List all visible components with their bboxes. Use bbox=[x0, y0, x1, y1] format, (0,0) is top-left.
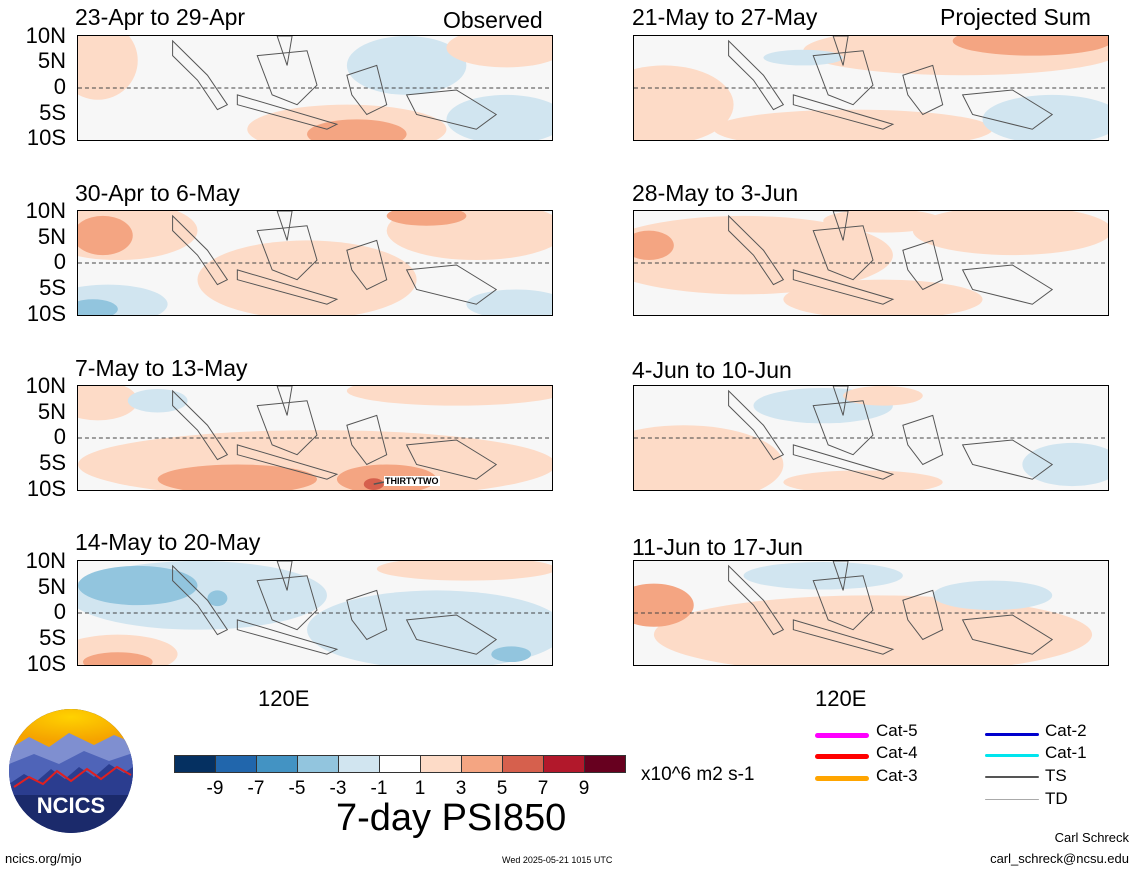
panel-title: 28-May to 3-Jun bbox=[632, 180, 799, 206]
map-panel bbox=[77, 385, 553, 491]
lat-label: 5S bbox=[39, 450, 66, 475]
lat-label: 0 bbox=[53, 249, 66, 274]
map-panel bbox=[77, 35, 553, 141]
legend-label-cat1: Cat-1 bbox=[1045, 743, 1087, 762]
colorbar-tick-label: -3 bbox=[329, 778, 347, 799]
map-panel bbox=[633, 35, 1109, 141]
colorbar-tick-label: -7 bbox=[247, 778, 265, 799]
author-email[interactable]: carl_schreck@ncsu.edu bbox=[990, 851, 1129, 866]
timestamp: Wed 2025-05-21 1015 UTC bbox=[502, 855, 613, 865]
colorbar-swatch bbox=[297, 755, 339, 773]
lon-label: 120E bbox=[815, 686, 867, 711]
website-link[interactable]: ncics.org/mjo bbox=[5, 851, 82, 866]
colorbar-tick-label: 9 bbox=[578, 778, 590, 799]
legend-label-cat3: Cat-3 bbox=[876, 766, 918, 785]
lat-label: 5N bbox=[37, 48, 66, 73]
lat-label: 10S bbox=[26, 301, 66, 326]
lat-label: 10S bbox=[26, 125, 66, 150]
colorbar-swatch bbox=[215, 755, 257, 773]
panel-title: 14-May to 20-May bbox=[75, 529, 261, 555]
colorbar-swatch bbox=[461, 755, 503, 773]
panel-tag-projected: Projected Sum bbox=[940, 4, 1091, 30]
lat-label: 10S bbox=[26, 476, 66, 501]
map-panel bbox=[633, 385, 1109, 491]
legend-line-cat3 bbox=[815, 776, 869, 781]
colorbar-swatch bbox=[379, 755, 421, 773]
lat-label: 10N bbox=[25, 198, 66, 223]
legend-label-ts: TS bbox=[1045, 766, 1067, 785]
map-panel bbox=[633, 210, 1109, 316]
colorbar-swatch bbox=[256, 755, 298, 773]
panel-title: 11-Jun to 17-Jun bbox=[632, 534, 803, 560]
legend-label-cat5: Cat-5 bbox=[876, 721, 918, 740]
colorbar-tick-label: 5 bbox=[496, 778, 508, 799]
colorbar-swatch bbox=[420, 755, 462, 773]
lat-label: 5S bbox=[39, 100, 66, 125]
legend-line-ts bbox=[985, 776, 1039, 778]
author-name: Carl Schreck bbox=[1054, 830, 1129, 845]
colorbar-units: x10^6 m2 s-1 bbox=[641, 764, 755, 785]
map-panel bbox=[633, 560, 1109, 666]
colorbar-swatch bbox=[543, 755, 585, 773]
logo-text: NCICS bbox=[37, 793, 105, 818]
colorbar-tick-label: -1 bbox=[370, 778, 388, 799]
lat-label: 0 bbox=[53, 599, 66, 624]
lat-label: 5N bbox=[37, 224, 66, 249]
lat-label: 10N bbox=[25, 548, 66, 573]
legend-label-td: TD bbox=[1045, 789, 1068, 808]
lat-label: 5S bbox=[39, 275, 66, 300]
panel-title: 21-May to 27-May bbox=[632, 4, 818, 30]
panel-title: 30-Apr to 6-May bbox=[75, 180, 240, 206]
colorbar-tick-label: 3 bbox=[455, 778, 467, 799]
colorbar-swatch bbox=[338, 755, 380, 773]
colorbar-swatch bbox=[174, 755, 216, 773]
legend-label-cat2: Cat-2 bbox=[1045, 721, 1087, 740]
legend-label-cat4: Cat-4 bbox=[876, 743, 918, 762]
lat-label: 10S bbox=[26, 651, 66, 676]
lat-label: 0 bbox=[53, 74, 66, 99]
chart-title: 7-day PSI850 bbox=[336, 797, 567, 839]
ncics-logo: NCICS bbox=[9, 709, 133, 833]
colorbar-tick-label: 1 bbox=[414, 778, 426, 799]
colorbar-swatch bbox=[502, 755, 544, 773]
storm-label: THIRTYTWO bbox=[384, 476, 440, 486]
legend-line-cat1 bbox=[985, 754, 1039, 757]
legend-line-cat4 bbox=[815, 754, 869, 759]
lat-label: 5S bbox=[39, 625, 66, 650]
legend-line-cat5 bbox=[815, 733, 869, 738]
panel-tag-observed: Observed bbox=[443, 7, 543, 33]
legend-line-td bbox=[985, 799, 1039, 800]
lat-label: 10N bbox=[25, 373, 66, 398]
map-panel bbox=[77, 210, 553, 316]
panel-title: 7-May to 13-May bbox=[75, 355, 248, 381]
lat-label: 10N bbox=[25, 23, 66, 48]
lon-label: 120E bbox=[258, 686, 310, 711]
legend-line-cat2 bbox=[985, 733, 1039, 736]
colorbar-tick-label: -9 bbox=[206, 778, 224, 799]
map-panel bbox=[77, 560, 553, 666]
lat-label: 0 bbox=[53, 424, 66, 449]
colorbar-tick-label: -5 bbox=[288, 778, 306, 799]
panel-title: 4-Jun to 10-Jun bbox=[632, 357, 792, 383]
lat-label: 5N bbox=[37, 399, 66, 424]
panel-title: 23-Apr to 29-Apr bbox=[75, 4, 246, 30]
lat-label: 5N bbox=[37, 574, 66, 599]
colorbar-tick-label: 7 bbox=[537, 778, 549, 799]
colorbar-swatch bbox=[584, 755, 626, 773]
